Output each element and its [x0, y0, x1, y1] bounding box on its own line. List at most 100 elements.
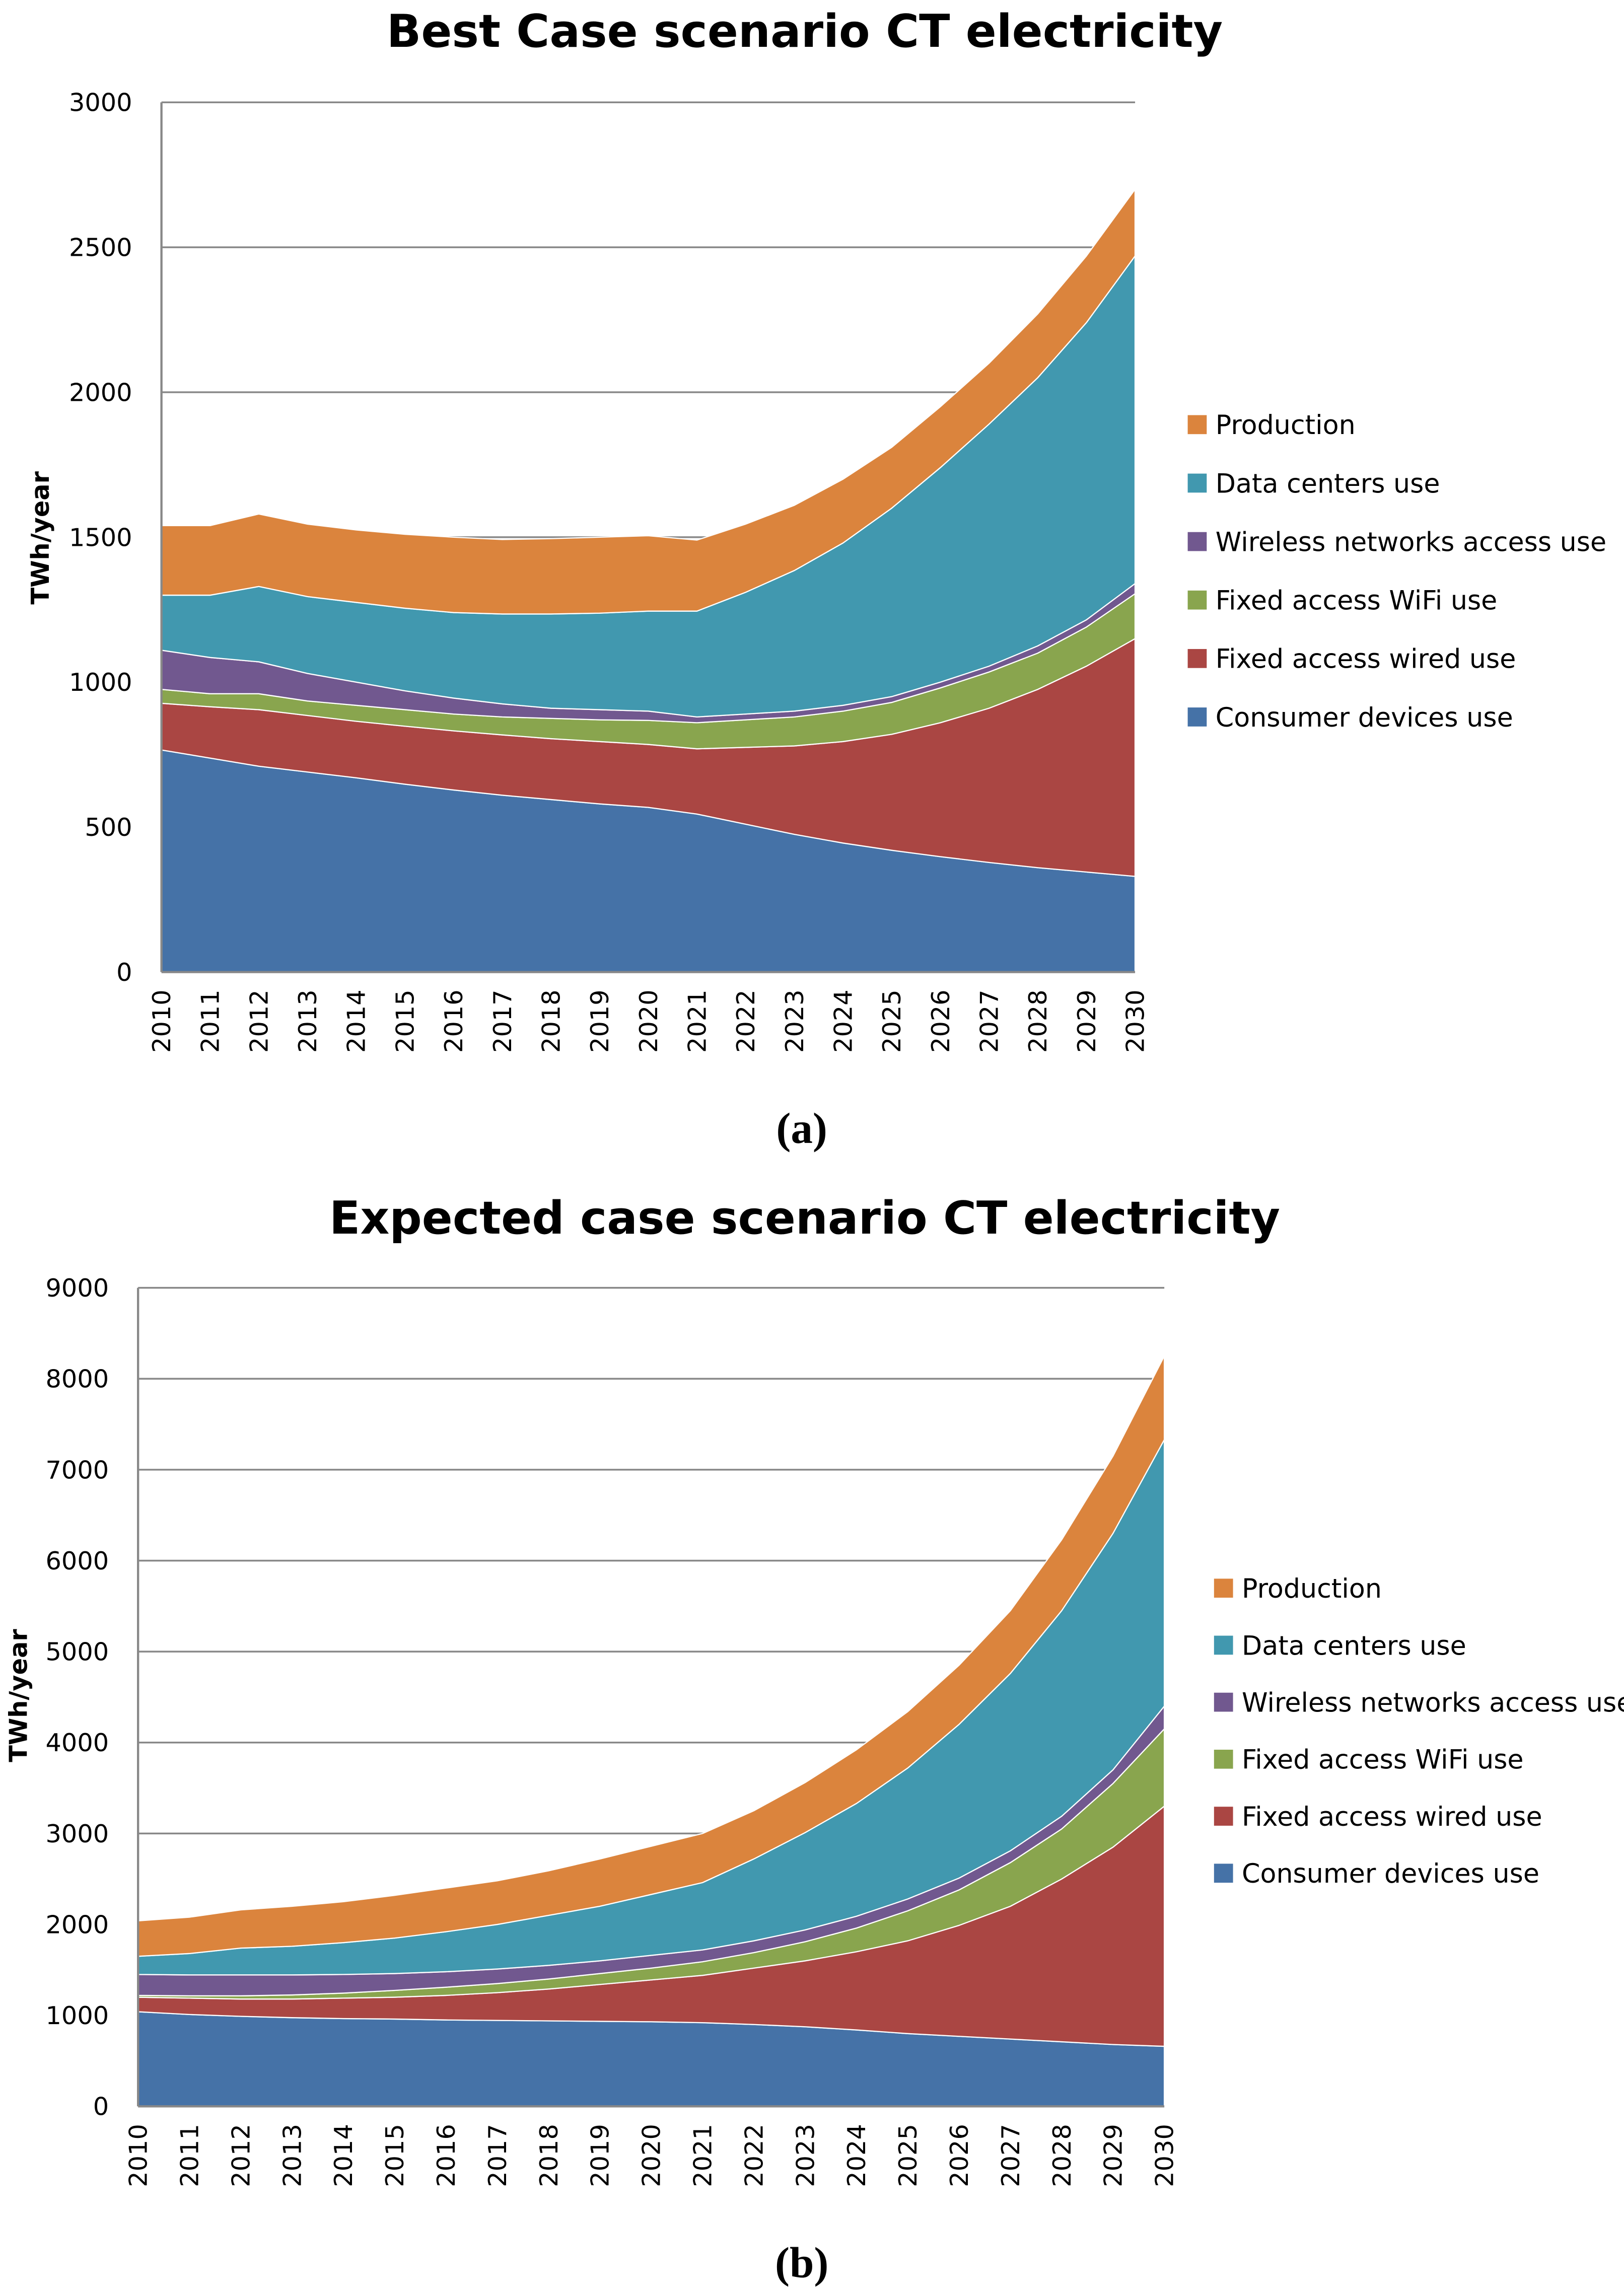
area-data-centers-use [161, 254, 1136, 718]
x-tick-label: 2016 [439, 989, 468, 1053]
x-tick-label: 2010 [124, 2124, 153, 2187]
y-tick-label: 0 [93, 2092, 109, 2121]
x-tick-label: 2026 [945, 2124, 974, 2187]
legend-item: Fixed access wired use [1187, 644, 1516, 675]
x-tick-label: 2010 [147, 989, 176, 1053]
legend-item: Data centers use [1187, 469, 1440, 499]
x-tick-label: 2015 [380, 2124, 409, 2187]
legend-swatch [1214, 1807, 1233, 1826]
legend-item: Production [1214, 1574, 1382, 1604]
y-tick-label: 7000 [46, 1455, 109, 1484]
caption: (a) [776, 1104, 827, 1153]
y-tick-label: 5000 [46, 1637, 109, 1667]
x-tick-label: 2024 [828, 989, 858, 1053]
legend-label: Production [1242, 1574, 1382, 1604]
x-tick-label: 2012 [244, 989, 273, 1053]
y-axis-label: TWh/year [4, 1629, 33, 1762]
legend-label: Consumer devices use [1216, 703, 1513, 733]
y-tick-label: 2000 [69, 378, 132, 407]
legend-item: Fixed access WiFi use [1214, 1745, 1524, 1775]
x-tick-label: 2024 [842, 2124, 871, 2187]
y-tick-label: 0 [116, 958, 132, 987]
x-tick-label: 2023 [791, 2124, 820, 2187]
x-tick-label: 2027 [974, 989, 1004, 1053]
y-axis-label: TWh/year [26, 471, 55, 604]
y-tick-label: 8000 [46, 1365, 109, 1394]
y-tick-label: 1000 [46, 2001, 109, 2030]
legend-label: Data centers use [1242, 1631, 1466, 1661]
x-tick-label: 2027 [996, 2124, 1025, 2187]
legend-swatch [1187, 473, 1207, 493]
x-tick-label: 2025 [893, 2124, 923, 2187]
x-tick-label: 2028 [1023, 989, 1052, 1053]
legend-item: Fixed access WiFi use [1187, 586, 1498, 616]
chart-title: Expected case scenario CT electricity [329, 1192, 1280, 1245]
legend-label: Production [1216, 410, 1356, 441]
legend-label: Fixed access wired use [1242, 1802, 1542, 1832]
x-tick-label: 2019 [586, 2124, 615, 2187]
legend-label: Fixed access WiFi use [1242, 1745, 1524, 1775]
x-tick-label: 2030 [1150, 2124, 1179, 2187]
y-tick-label: 4000 [46, 1728, 109, 1757]
x-tick-label: 2019 [585, 989, 614, 1053]
legend-label: Wireless networks access use [1242, 1688, 1624, 1718]
x-tick-label: 2029 [1099, 2124, 1128, 2187]
x-tick-label: 2018 [536, 989, 566, 1053]
y-tick-label: 1000 [69, 668, 132, 697]
x-tick-label: 2022 [731, 989, 760, 1053]
x-tick-label: 2013 [277, 2124, 307, 2187]
y-tick-label: 3000 [46, 1819, 109, 1848]
chart-a: Best Case scenario CT electricity TWh/ye… [26, 5, 1606, 1153]
legend-item: Wireless networks access use [1214, 1688, 1624, 1718]
y-tick-label: 9000 [46, 1273, 109, 1303]
legend-item: Production [1187, 410, 1356, 441]
x-tick-label: 2025 [877, 989, 906, 1053]
x-tick-label: 2012 [226, 2124, 255, 2187]
x-tick-label: 2029 [1072, 989, 1101, 1053]
y-tick-label: 2000 [46, 1910, 109, 1939]
legend-swatch [1187, 415, 1207, 435]
legend-item: Consumer devices use [1214, 1859, 1539, 1889]
x-tick-label: 2014 [342, 989, 371, 1053]
x-tick-label: 2022 [739, 2124, 768, 2187]
legend-swatch [1187, 649, 1207, 668]
x-tick-label: 2023 [780, 989, 809, 1053]
y-tick-label: 6000 [46, 1546, 109, 1575]
x-tick-label: 2028 [1047, 2124, 1077, 2187]
x-tick-label: 2021 [688, 2124, 717, 2187]
x-tick-label: 2014 [329, 2124, 358, 2187]
legend-label: Wireless networks access use [1216, 527, 1606, 557]
legend-item: Consumer devices use [1187, 703, 1513, 733]
caption: (b) [775, 2238, 828, 2287]
x-tick-label: 2030 [1120, 989, 1150, 1053]
legend-item: Wireless networks access use [1187, 527, 1606, 557]
x-tick-label: 2026 [926, 989, 955, 1053]
y-tick-label: 1500 [69, 523, 132, 552]
x-tick-label: 2011 [175, 2124, 204, 2187]
legend-item: Fixed access wired use [1214, 1802, 1542, 1832]
x-tick-label: 2015 [390, 989, 419, 1053]
x-tick-label: 2020 [634, 989, 663, 1053]
legend-swatch [1214, 1692, 1233, 1712]
legend-label: Fixed access WiFi use [1216, 586, 1498, 616]
legend-swatch [1187, 532, 1207, 551]
y-tick-label: 3000 [69, 88, 132, 117]
legend-label: Consumer devices use [1242, 1859, 1539, 1889]
legend-item: Data centers use [1214, 1631, 1466, 1661]
legend-swatch [1214, 1579, 1233, 1598]
legend-swatch [1214, 1635, 1233, 1655]
legend-swatch [1214, 1864, 1233, 1883]
x-tick-label: 2018 [534, 2124, 563, 2187]
chart-title: Best Case scenario CT electricity [387, 5, 1223, 58]
area-production [137, 1355, 1165, 1957]
chart-b: Expected case scenario CT electricity TW… [4, 1192, 1624, 2287]
x-tick-label: 2013 [293, 989, 322, 1053]
legend-swatch [1187, 707, 1207, 727]
legend-swatch [1214, 1749, 1233, 1769]
x-tick-label: 2016 [432, 2124, 461, 2187]
x-tick-label: 2021 [682, 989, 712, 1053]
x-tick-label: 2017 [483, 2124, 512, 2187]
legend-label: Data centers use [1216, 469, 1440, 499]
x-tick-label: 2020 [637, 2124, 666, 2187]
